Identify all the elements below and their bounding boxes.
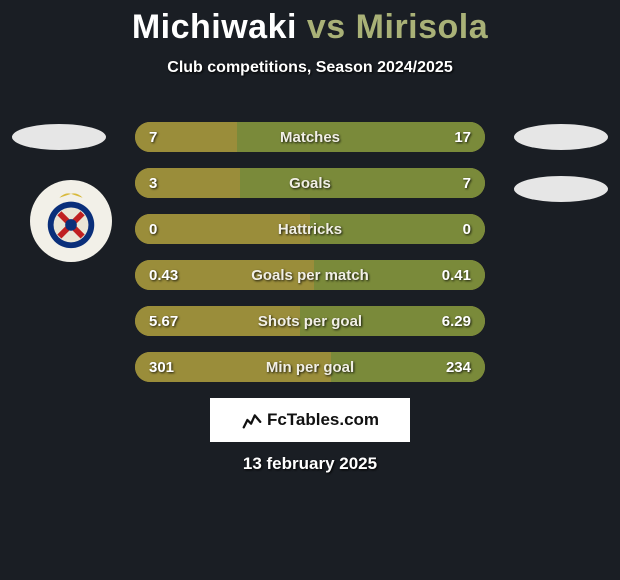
- stat-row: 717Matches: [135, 122, 485, 152]
- player2-name: Mirisola: [356, 8, 488, 46]
- stat-value-left: 301: [149, 352, 174, 382]
- bar-right: [237, 122, 486, 152]
- player2-placeholder-icon: [514, 124, 608, 150]
- stat-row: 37Goals: [135, 168, 485, 198]
- vs-text: vs: [307, 8, 346, 46]
- stat-value-left: 7: [149, 122, 157, 152]
- subtitle: Club competitions, Season 2024/2025: [0, 59, 620, 77]
- player1-placeholder-icon: [12, 124, 106, 150]
- player2-placeholder-icon-2: [514, 176, 608, 202]
- page-title: Michiwaki vs Mirisola: [0, 0, 620, 47]
- stat-row: 301234Min per goal: [135, 352, 485, 382]
- stat-row: 5.676.29Shots per goal: [135, 306, 485, 336]
- bar-left: [135, 214, 310, 244]
- stat-value-right: 234: [446, 352, 471, 382]
- stat-value-left: 3: [149, 168, 157, 198]
- stat-value-right: 0.41: [442, 260, 471, 290]
- player1-name: Michiwaki: [132, 8, 297, 46]
- stat-value-left: 5.67: [149, 306, 178, 336]
- stats-container: 717Matches37Goals00Hattricks0.430.41Goal…: [135, 122, 485, 398]
- stat-value-right: 17: [454, 122, 471, 152]
- stat-value-right: 7: [463, 168, 471, 198]
- brand-text: FcTables.com: [267, 410, 379, 430]
- stat-row: 00Hattricks: [135, 214, 485, 244]
- club-badge-icon: [30, 180, 112, 262]
- bar-right: [240, 168, 485, 198]
- stat-value-right: 6.29: [442, 306, 471, 336]
- stat-value-left: 0: [149, 214, 157, 244]
- date-text: 13 february 2025: [0, 454, 620, 474]
- stat-row: 0.430.41Goals per match: [135, 260, 485, 290]
- stat-value-right: 0: [463, 214, 471, 244]
- stat-value-left: 0.43: [149, 260, 178, 290]
- bar-right: [310, 214, 485, 244]
- brand-logo: FcTables.com: [210, 398, 410, 442]
